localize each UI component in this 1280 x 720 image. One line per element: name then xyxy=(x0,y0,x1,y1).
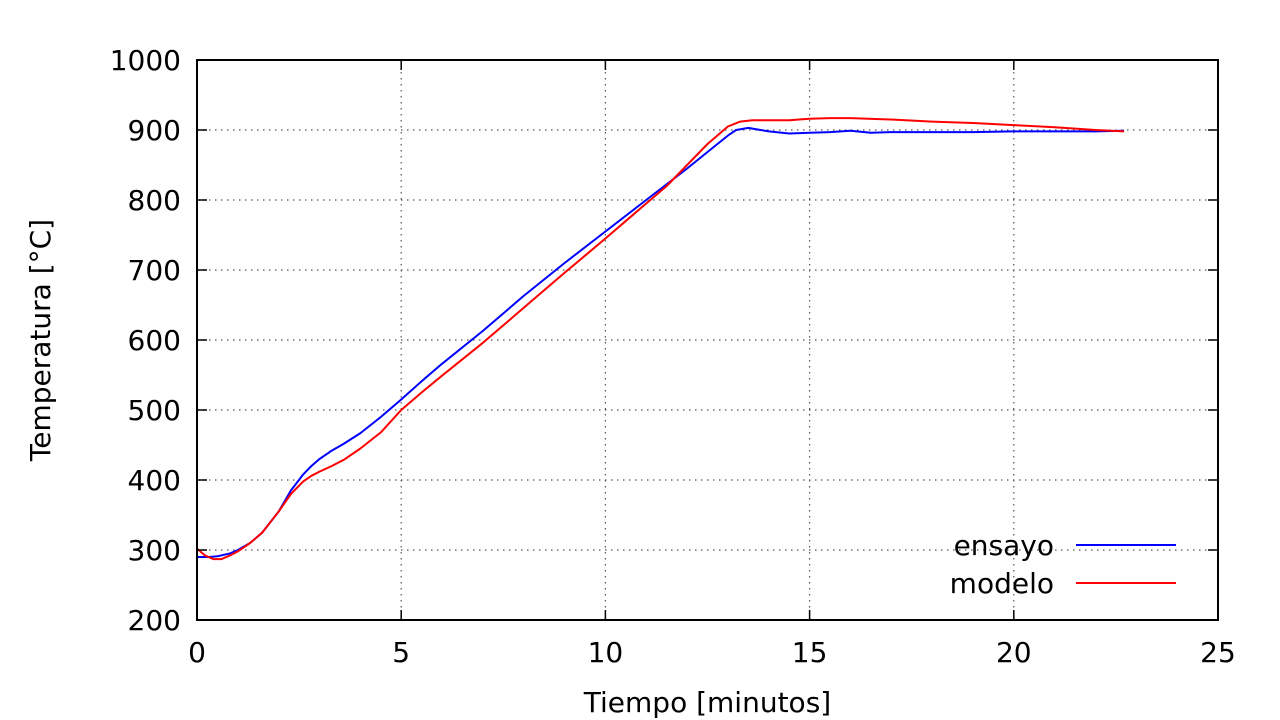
grid xyxy=(197,60,1218,620)
axis-ticks: 0 5 10 15 20 25 200 300 400 500 600 700 800 900 1000 xyxy=(110,44,1236,669)
y-tick-label: 200 xyxy=(128,604,181,637)
x-tick-label: 5 xyxy=(392,636,410,669)
x-tick-label: 25 xyxy=(1200,636,1236,669)
x-axis-title: Tiempo [minutos] xyxy=(583,686,831,719)
y-tick-label: 300 xyxy=(128,534,181,567)
y-tick-label: 500 xyxy=(128,394,181,427)
legend-label-ensayo: ensayo xyxy=(954,529,1054,562)
x-tick-label: 15 xyxy=(792,636,828,669)
series-layer xyxy=(196,117,1125,561)
y-axis-title: Temperatura [°C] xyxy=(24,219,57,462)
y-tick-label: 800 xyxy=(128,184,181,217)
y-tick-label: 600 xyxy=(128,324,181,357)
series-line-modelo xyxy=(196,117,1125,561)
y-tick-label: 700 xyxy=(128,254,181,287)
x-tick-label: 0 xyxy=(188,636,206,669)
y-tick-label: 1000 xyxy=(110,44,181,77)
x-tick-label: 10 xyxy=(588,636,624,669)
legend: ensayo modelo xyxy=(950,529,1176,600)
legend-label-modelo: modelo xyxy=(950,567,1054,600)
x-tick-label: 20 xyxy=(996,636,1032,669)
y-tick-label: 400 xyxy=(128,464,181,497)
y-tick-label: 900 xyxy=(128,114,181,147)
